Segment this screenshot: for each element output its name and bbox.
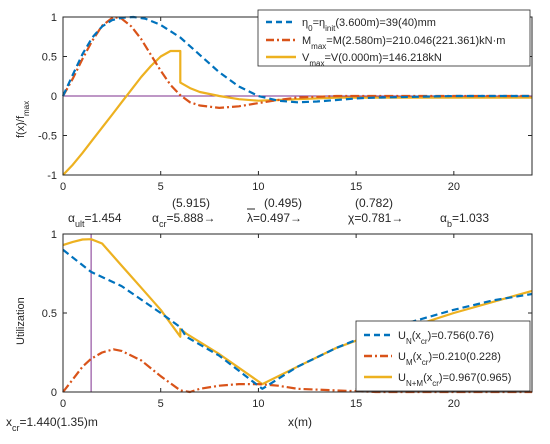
top-legend: η0=ηinit(3.600m)=39(40)mm Mmax=M(2.580m)… — [257, 9, 531, 68]
top-chart: -1 -0.5 0 0.5 1 0 5 10 15 20 f(x)/fmax η0=ηinit(… — [15, 9, 533, 193]
top-ytick-label: 0.5 — [42, 52, 57, 64]
top-xtick-label: 10 — [252, 181, 264, 193]
bot-xtick-label: 0 — [60, 398, 66, 410]
factor-row: αult=1.454 (5.915) αcr=5.888→ (0.495) λ=… — [68, 196, 489, 229]
top-ytick-label: 1 — [51, 12, 57, 24]
bottom-chart: 00.51 0 5 10 15 20 Utilization x(m) xcr=1.44… — [6, 229, 533, 433]
top-series-blue-line — [62, 15, 532, 104]
top-xtick-label: 5 — [158, 181, 164, 193]
bot-xtick-label: 10 — [252, 398, 264, 410]
factor-alpha-cr: αcr=5.888→ — [152, 211, 215, 229]
top-xtick-label: 0 — [60, 181, 66, 193]
top-series-red-line — [62, 15, 532, 110]
top-legend-label-M: Mmax=M(2.580m)=210.046(221.361)kN·m — [302, 35, 505, 51]
top-ytick-label: -0.5 — [38, 131, 57, 143]
bottom-legend-label-M: UM(xcr)=0.210(0.228) — [398, 351, 501, 367]
bottom-legend-label-NM: UN+M(xcr)=0.967(0.965) — [398, 372, 511, 388]
bot-xtick-label: 20 — [448, 398, 460, 410]
bot-series-blue-line — [62, 248, 533, 390]
bottom-axes-box — [62, 233, 533, 393]
top-y-axis-label: f(x)/fmax — [15, 101, 31, 138]
top-ytick-label: -1 — [47, 170, 57, 182]
factor-lambda: λ=0.497→ — [247, 211, 302, 225]
factor-chi: χ=0.781→ — [348, 211, 403, 225]
bot-ytick-label: 0 — [51, 387, 57, 399]
top-legend-label-V: Vmax=V(0.000m)=146.218kN — [302, 52, 442, 68]
xcr-label: xcr=1.440(1.35)m — [6, 415, 98, 433]
top-x-ticks: 0 5 10 15 20 — [60, 17, 460, 193]
factor-alpha-b: αb=1.033 — [440, 211, 489, 229]
factor-alpha-cr-paren: (5.915) — [172, 196, 210, 210]
top-xtick-label: 15 — [350, 181, 362, 193]
bottom-y-axis-label: Utilization — [15, 297, 27, 345]
top-ytick-label: 0 — [51, 91, 57, 103]
bottom-legend-label-N: UN(xcr)=0.756(0.76) — [398, 330, 494, 346]
bot-ytick-label: 0.5 — [42, 308, 57, 320]
bottom-x-axis-label: x(m) — [288, 415, 312, 429]
bot-ytick-label: 1 — [51, 229, 57, 241]
factor-alpha-ult: αult=1.454 — [68, 211, 122, 229]
top-legend-label-eta: η0=ηinit(3.600m)=39(40)mm — [302, 17, 436, 33]
bot-xtick-label: 15 — [350, 398, 362, 410]
top-series-group — [62, 15, 532, 176]
factor-lambda-paren: (0.495) — [264, 196, 302, 210]
bottom-y-ticks: 00.51 — [42, 229, 532, 399]
top-legend-box — [257, 9, 531, 67]
bot-xtick-label: 5 — [158, 398, 164, 410]
bottom-legend: UN(xcr)=0.756(0.76) UM(xcr)=0.210(0.228)… — [355, 320, 531, 392]
top-xtick-label: 20 — [448, 181, 460, 193]
factor-chi-paren: (0.782) — [355, 196, 393, 210]
